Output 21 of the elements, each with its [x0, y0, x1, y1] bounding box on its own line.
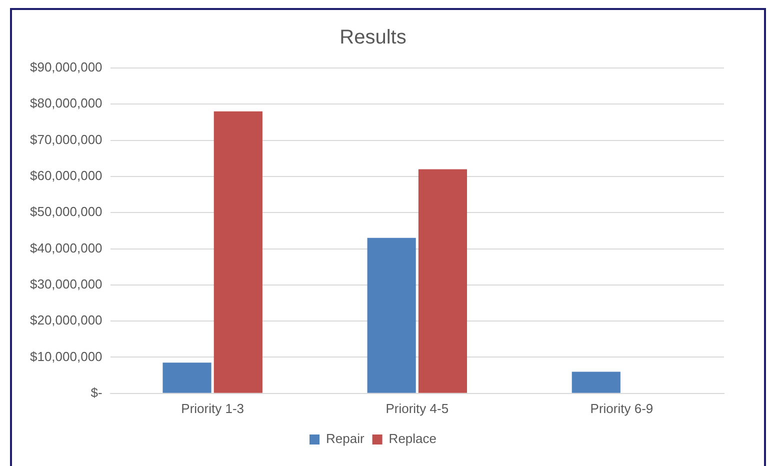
bar [162, 362, 212, 393]
x-tick-label: Priority 1-3 [181, 400, 244, 416]
y-tick-label: $30,000,000 [30, 276, 102, 292]
y-tick-label: $- [90, 384, 102, 400]
y-tick-label: $60,000,000 [30, 168, 102, 184]
bar [214, 111, 262, 393]
legend-label: Replace [388, 431, 437, 446]
y-tick-label: $90,000,000 [30, 60, 102, 75]
x-tick-label: Priority 4-5 [386, 400, 449, 416]
y-tick-label: $40,000,000 [30, 240, 102, 256]
y-tick-label: $20,000,000 [30, 312, 102, 328]
legend-label: Repair [326, 431, 365, 446]
y-tick-label: $50,000,000 [30, 204, 102, 220]
y-tick-label: $70,000,000 [30, 132, 102, 147]
chart-title: Results [340, 26, 406, 49]
bar [367, 238, 416, 393]
bar [572, 372, 620, 393]
bar [418, 169, 468, 393]
y-tick-label: $80,000,000 [30, 96, 102, 111]
x-tick-label: Priority 6-9 [590, 400, 654, 416]
y-tick-label: $10,000,000 [30, 348, 102, 364]
